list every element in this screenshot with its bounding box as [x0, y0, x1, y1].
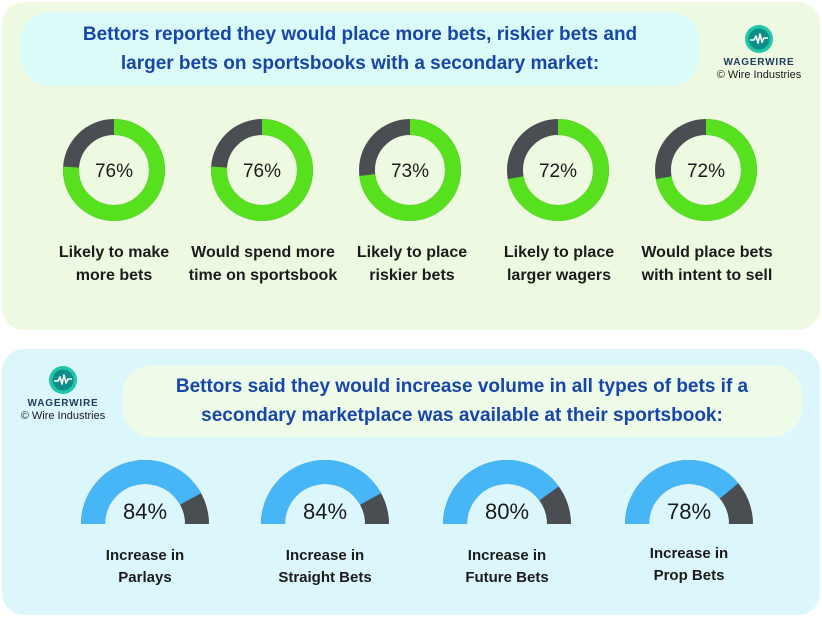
donut-label-2-line-1: Would spend more	[191, 244, 335, 261]
donut-label-4: Likely to place larger wagers	[484, 241, 634, 287]
gauge-label-2-line-2: Straight Bets	[278, 569, 372, 586]
gauge-label-3-line-2: Future Bets	[465, 569, 549, 586]
donut-chart-5: 72%	[655, 119, 757, 221]
gauge-chart-2: 84%	[261, 460, 389, 525]
gauge-chart-1: 84%	[81, 460, 209, 525]
donut-label-1-line-2: more bets	[75, 267, 153, 284]
donut-chart-1: 76%	[63, 119, 165, 221]
donut-label-2: Would spend more time on sportsbook	[188, 241, 338, 287]
gauge-value-arc	[261, 460, 382, 525]
donut-label-4-line-1: Likely to place	[503, 244, 615, 261]
bottom-title: Bettors said they would increase volume …	[122, 365, 802, 437]
donut-label-1: Likely to make more bets	[39, 241, 189, 287]
donut-chart-4: 72%	[507, 119, 609, 221]
donut-value-label: 76%	[243, 161, 281, 182]
donut-value-label: 72%	[539, 161, 577, 182]
gauge-label-2: Increase in Straight Bets	[250, 545, 400, 589]
gauge-label-2-line-1: Increase in	[285, 547, 365, 564]
donut-value-arc	[507, 119, 609, 221]
donut-label-3-line-2: riskier bets	[369, 267, 455, 284]
donut-value-arc	[655, 119, 757, 221]
gauge-value-label: 84%	[123, 499, 167, 524]
wagerwire-logo: WAGERWIRE © Wire Industries	[8, 365, 118, 422]
wagerwire-logo: WAGERWIRE © Wire Industries	[704, 24, 814, 81]
donut-value-label: 76%	[95, 161, 133, 182]
donut-label-5-line-1: Would place bets	[641, 244, 773, 261]
gauge-label-4: Increase in Prop Bets	[614, 543, 764, 587]
gauge-label-1-line-1: Increase in	[105, 547, 185, 564]
top-title: Bettors reported they would place more b…	[20, 12, 700, 86]
logo-copyright: © Wire Industries	[716, 69, 802, 81]
logo-name: WAGERWIRE	[27, 398, 99, 409]
gauge-label-4-line-2: Prop Bets	[653, 567, 725, 584]
gauge-value-label: 80%	[485, 499, 529, 524]
donut-label-5: Would place bets with intent to sell	[632, 241, 782, 287]
donut-label-3-line-1: Likely to place	[356, 244, 468, 261]
donut-label-1-line-1: Likely to make	[58, 244, 170, 261]
gauge-value-arc	[443, 460, 559, 525]
gauge-label-1: Increase in Parlays	[70, 545, 220, 589]
top-title-line-2: larger bets on sportsbooks with a second…	[120, 53, 600, 74]
wagerwire-logo-icon	[745, 25, 773, 53]
gauge-label-1-line-2: Parlays	[118, 569, 172, 586]
donut-chart-2: 76%	[211, 119, 313, 221]
donut-value-label: 72%	[687, 161, 725, 182]
donut-label-5-line-2: with intent to sell	[641, 267, 773, 284]
logo-name: WAGERWIRE	[723, 57, 795, 68]
bottom-title-line-2: secondary marketplace was available at t…	[201, 405, 723, 426]
gauge-label-3-line-1: Increase in	[467, 547, 547, 564]
top-title-line-1: Bettors reported they would place more b…	[82, 24, 638, 45]
gauge-value-label: 78%	[667, 499, 711, 524]
donut-label-3: Likely to place riskier bets	[337, 241, 487, 287]
gauge-chart-3: 80%	[443, 460, 571, 525]
gauge-label-3: Increase in Future Bets	[432, 545, 582, 589]
donut-value-arc	[359, 119, 461, 221]
gauge-value-arc	[81, 460, 202, 525]
gauge-label-4-line-1: Increase in	[649, 545, 729, 562]
donut-label-4-line-2: larger wagers	[506, 267, 612, 284]
donut-value-arc	[211, 119, 313, 221]
donut-chart-3: 73%	[359, 119, 461, 221]
gauge-chart-4: 78%	[625, 460, 753, 525]
donut-label-2-line-2: time on sportsbook	[188, 267, 338, 284]
gauge-value-arc	[625, 460, 739, 525]
gauge-value-label: 84%	[303, 499, 347, 524]
bottom-title-line-1: Bettors said they would increase volume …	[175, 376, 749, 397]
donut-value-arc	[63, 119, 165, 221]
wagerwire-logo-icon	[49, 366, 77, 394]
logo-copyright: © Wire Industries	[20, 410, 106, 422]
donut-value-label: 73%	[391, 161, 429, 182]
